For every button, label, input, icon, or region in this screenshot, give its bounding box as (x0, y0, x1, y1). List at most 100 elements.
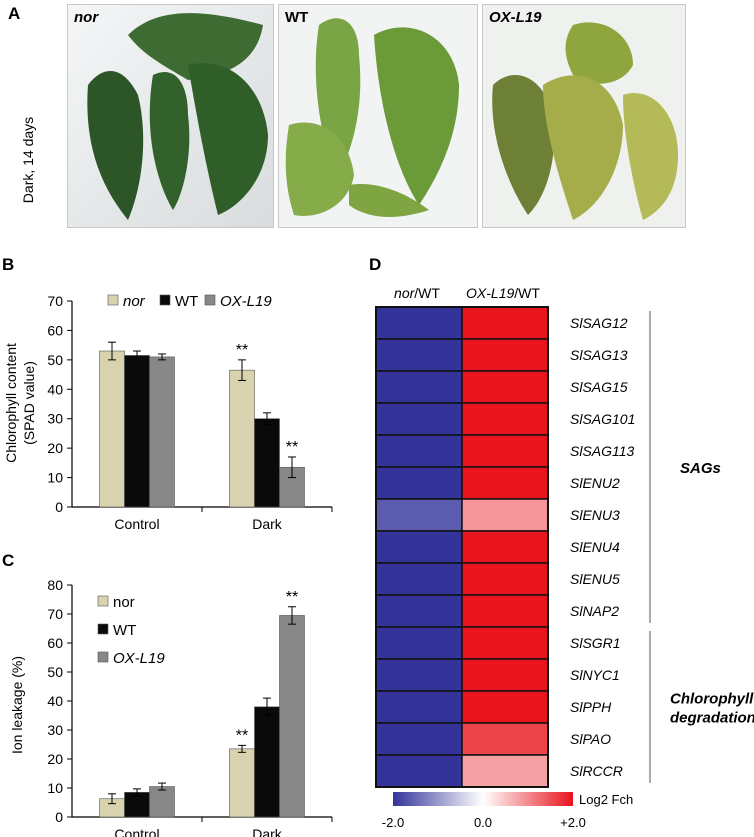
photo-nor: nor (67, 4, 274, 228)
colorbar-label: Log2 Fch (579, 792, 633, 807)
heatmap-cell-SlNYC1-0 (375, 658, 463, 692)
leaves-wt-image (279, 5, 477, 227)
heatmap-row-label-SlNAP2: SlNAP2 (570, 603, 619, 619)
chart-b-ytick-label: 0 (55, 499, 63, 515)
chart-c-bar-WT-Dark (254, 706, 280, 818)
chart-c: Ion leakage (%) 0 10 20 30 40 50 60 70 80 Control… (9, 577, 333, 837)
leaves-nor-image (68, 5, 273, 227)
photo-wt: WT (278, 4, 478, 228)
heatmap-cell-SlSGR1-0 (375, 626, 463, 660)
heatmap-row-label-SlENU3: SlENU3 (570, 507, 620, 523)
panel-letter-a: A (8, 4, 21, 23)
chart-c-legend-swatch-WT (97, 623, 109, 635)
chart-b-ytick-label: 40 (47, 381, 63, 397)
photo-label-wt: WT (285, 9, 309, 26)
heatmap-group-label: degradation (670, 710, 754, 727)
chart-c-ytick-label: 10 (47, 780, 63, 796)
chart-c-significance-stars: ** (286, 589, 298, 606)
chart-b: Chlorophyll content (SPAD value) 0 10 20 30… (3, 293, 333, 532)
chart-b-bar-nor-Dark (229, 369, 255, 508)
chart-c-bar-OX-L19-Control (149, 786, 175, 818)
heatmap-cell-SlSAG101-1 (461, 402, 549, 436)
panel-letter-b: B (2, 255, 15, 274)
heatmap-cell-SlPPH-1 (461, 690, 549, 724)
chart-c-ytick-label: 80 (47, 577, 63, 593)
chart-c-ylabel: Ion leakage (%) (9, 656, 25, 754)
chart-c-legend-label-nor: nor (113, 594, 135, 611)
chart-c-ytick-label: 60 (47, 635, 63, 651)
chart-b-significance-stars: ** (236, 342, 248, 359)
heatmap-row-label-SlNYC1: SlNYC1 (570, 667, 620, 683)
heatmap-cell-SlPAO-1 (461, 722, 549, 756)
chart-c-ytick-label: 70 (47, 606, 63, 622)
chart-b-ytick-label: 70 (47, 293, 63, 309)
heatmap-row-label-SlSAG13: SlSAG13 (570, 347, 628, 363)
chart-b-legend-swatch-WT (159, 294, 171, 306)
heatmap-cell-SlNAP2-0 (375, 594, 463, 628)
heatmap-cell-SlSAG12-1 (461, 306, 549, 340)
chart-c-ytick-label: 0 (55, 809, 63, 825)
chart-b-ytick-label: 30 (47, 411, 63, 427)
chart-b-ytick-label: 10 (47, 470, 63, 486)
heatmap-col-label-nor: nor/WT (394, 285, 440, 301)
heatmap-cell-SlENU4-0 (375, 530, 463, 564)
heatmap-cell-SlENU2-0 (375, 466, 463, 500)
chart-c-ytick-label: 40 (47, 693, 63, 709)
heatmap-cell-SlENU5-1 (461, 562, 549, 596)
heatmap-cell-SlSAG13-0 (375, 338, 463, 372)
chart-b-ylabel-line1: Chlorophyll content (3, 343, 19, 463)
photo-label-nor: nor (74, 9, 99, 26)
chart-b-legend-swatch-nor (107, 294, 119, 306)
heatmap-cell-SlSAG15-0 (375, 370, 463, 404)
chart-b-ylabel-line2: (SPAD value) (21, 361, 37, 445)
chart-c-legend-swatch-nor (97, 595, 109, 607)
chart-c-legend-swatch-OX-L19 (97, 651, 109, 663)
heatmap-cell-SlENU2-1 (461, 466, 549, 500)
heatmap-cell-SlPAO-0 (375, 722, 463, 756)
heatmap-row-label-SlPPH: SlPPH (570, 699, 612, 715)
chart-b-legend-label-WT: WT (175, 293, 198, 310)
heatmap-row-label-SlRCCR: SlRCCR (570, 763, 623, 779)
chart-c-legend-label-OX-L19: OX-L19 (113, 650, 165, 667)
heatmap-cell-SlSAG13-1 (461, 338, 549, 372)
heatmap-cell-SlNAP2-1 (461, 594, 549, 628)
panel-letter-d: D (369, 255, 382, 274)
photo-label-ox-l19: OX-L19 (489, 9, 542, 26)
chart-b-bar-WT-Control (124, 355, 150, 508)
chart-b-legend-label-OX-L19: OX-L19 (220, 293, 272, 310)
heatmap-cell-SlENU3-0 (375, 498, 463, 532)
chart-b-legend-swatch-OX-L19 (204, 294, 216, 306)
heatmap-cell-SlPPH-0 (375, 690, 463, 724)
heatmap-row-label-SlSAG12: SlSAG12 (570, 315, 628, 331)
chart-b-category-label: Dark (252, 516, 283, 532)
heatmap-cell-SlENU4-1 (461, 530, 549, 564)
chart-b-ytick-label: 50 (47, 352, 63, 368)
colorbar-tick-label: -2.0 (382, 815, 404, 830)
panel-a-side-label: Dark, 14 days (20, 116, 36, 204)
heatmap-cell-SlRCCR-0 (375, 754, 463, 788)
chart-b-bar-nor-Control (99, 350, 125, 508)
chart-b-bar-OX-L19-Control (149, 356, 175, 508)
heatmap-cell-SlSAG101-0 (375, 402, 463, 436)
chart-c-legend-label-WT: WT (113, 622, 136, 639)
photo-ox-l19: OX-L19 (482, 4, 686, 228)
heatmap-cell-SlENU5-0 (375, 562, 463, 596)
heatmap-group-label: Chlorophyll (670, 691, 754, 708)
chart-c-bar-nor-Dark (229, 748, 255, 818)
heatmap-cell-SlSAG113-0 (375, 434, 463, 468)
heatmap-cell-SlSAG12-0 (375, 306, 463, 340)
colorbar-tick-label: +2.0 (560, 815, 586, 830)
heatmap-group-label: SAGs (680, 460, 721, 477)
heatmap-cell-SlENU3-1 (461, 498, 549, 532)
heatmap-cell-SlSGR1-1 (461, 626, 549, 660)
heatmap-row-label-SlENU2: SlENU2 (570, 475, 620, 491)
heatmap-row-label-SlSAG101: SlSAG101 (570, 411, 635, 427)
chart-b-legend-label-nor: nor (123, 293, 146, 310)
heatmap-cell-SlRCCR-1 (461, 754, 549, 788)
colorbar (393, 792, 573, 806)
heatmap-row-label-SlPAO: SlPAO (570, 731, 611, 747)
heatmap-row-label-SlSAG113: SlSAG113 (570, 443, 635, 459)
heatmap-row-label-SlSAG15: SlSAG15 (570, 379, 628, 395)
chart-c-ytick-label: 50 (47, 664, 63, 680)
heatmap-d: nor/WT OX-L19/WT SlSAG12 SlSAG13 SlSAG15 Sl… (375, 285, 754, 830)
